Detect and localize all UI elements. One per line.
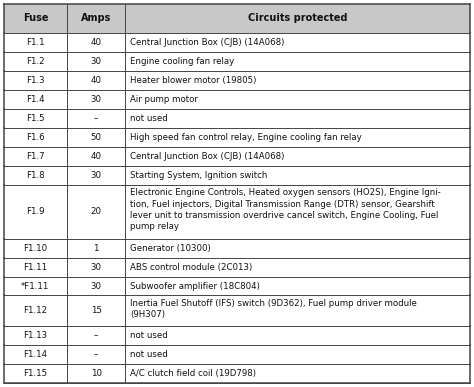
Text: Inertia Fuel Shutoff (IFS) switch (9D362), Fuel pump driver module
(9H307): Inertia Fuel Shutoff (IFS) switch (9D362… [130, 299, 417, 319]
Text: 30: 30 [91, 262, 101, 272]
Bar [4, 239, 470, 258]
Text: F1.12: F1.12 [23, 307, 47, 315]
Text: High speed fan control relay, Engine cooling fan relay: High speed fan control relay, Engine coo… [130, 133, 362, 142]
Text: 40: 40 [91, 38, 101, 47]
Text: 40: 40 [91, 152, 101, 161]
Bar [4, 277, 470, 296]
Text: 30: 30 [91, 281, 101, 291]
Bar [4, 52, 470, 71]
Text: not used: not used [130, 331, 168, 340]
Text: not used: not used [130, 350, 168, 359]
Text: –: – [94, 350, 98, 359]
Text: 10: 10 [91, 369, 101, 378]
Text: F1.13: F1.13 [23, 331, 47, 340]
Text: Engine cooling fan relay: Engine cooling fan relay [130, 57, 235, 66]
Bar [4, 33, 470, 52]
Text: F1.9: F1.9 [26, 207, 45, 216]
Text: *F1.11: *F1.11 [21, 281, 50, 291]
Text: Fuse: Fuse [23, 14, 48, 24]
Bar [4, 296, 470, 326]
Text: Electronic Engine Controls, Heated oxygen sensors (HO2S), Engine Igni-
tion, Fue: Electronic Engine Controls, Heated oxyge… [130, 188, 441, 231]
Text: F1.3: F1.3 [26, 76, 45, 85]
Bar [4, 109, 470, 128]
Text: 1: 1 [93, 244, 99, 253]
Text: F1.2: F1.2 [26, 57, 45, 66]
Bar [4, 364, 470, 383]
Text: 30: 30 [91, 171, 101, 180]
Text: 30: 30 [91, 95, 101, 104]
Text: Starting System, Ignition switch: Starting System, Ignition switch [130, 171, 267, 180]
Text: Circuits protected: Circuits protected [248, 14, 347, 24]
Text: Amps: Amps [81, 14, 111, 24]
Text: F1.14: F1.14 [23, 350, 47, 359]
Text: Air pump motor: Air pump motor [130, 95, 198, 104]
Bar [4, 90, 470, 109]
Bar [4, 258, 470, 277]
Text: Generator (10300): Generator (10300) [130, 244, 211, 253]
Text: Central Junction Box (CJB) (14A068): Central Junction Box (CJB) (14A068) [130, 152, 284, 161]
Text: 40: 40 [91, 76, 101, 85]
Text: –: – [94, 331, 98, 340]
Text: 50: 50 [91, 133, 101, 142]
Bar [4, 185, 470, 239]
Text: F1.15: F1.15 [23, 369, 47, 378]
Text: 15: 15 [91, 307, 101, 315]
Text: Subwoofer amplifier (18C804): Subwoofer amplifier (18C804) [130, 281, 260, 291]
Text: –: – [94, 114, 98, 123]
Text: 20: 20 [91, 207, 101, 216]
Text: A/C clutch field coil (19D798): A/C clutch field coil (19D798) [130, 369, 256, 378]
Bar [4, 147, 470, 166]
Bar [4, 71, 470, 90]
Text: not used: not used [130, 114, 168, 123]
Text: F1.11: F1.11 [23, 262, 47, 272]
Text: Central Junction Box (CJB) (14A068): Central Junction Box (CJB) (14A068) [130, 38, 284, 47]
Text: Heater blower motor (19805): Heater blower motor (19805) [130, 76, 256, 85]
Text: F1.7: F1.7 [26, 152, 45, 161]
Text: F1.4: F1.4 [26, 95, 45, 104]
Bar [4, 326, 470, 345]
Bar [4, 4, 470, 33]
Bar [4, 166, 470, 185]
Text: 30: 30 [91, 57, 101, 66]
Text: F1.6: F1.6 [26, 133, 45, 142]
Bar [4, 345, 470, 364]
Text: F1.1: F1.1 [26, 38, 45, 47]
Text: F1.5: F1.5 [26, 114, 45, 123]
Text: F1.8: F1.8 [26, 171, 45, 180]
Bar [4, 128, 470, 147]
Text: ABS control module (2C013): ABS control module (2C013) [130, 262, 253, 272]
Text: F1.10: F1.10 [23, 244, 47, 253]
